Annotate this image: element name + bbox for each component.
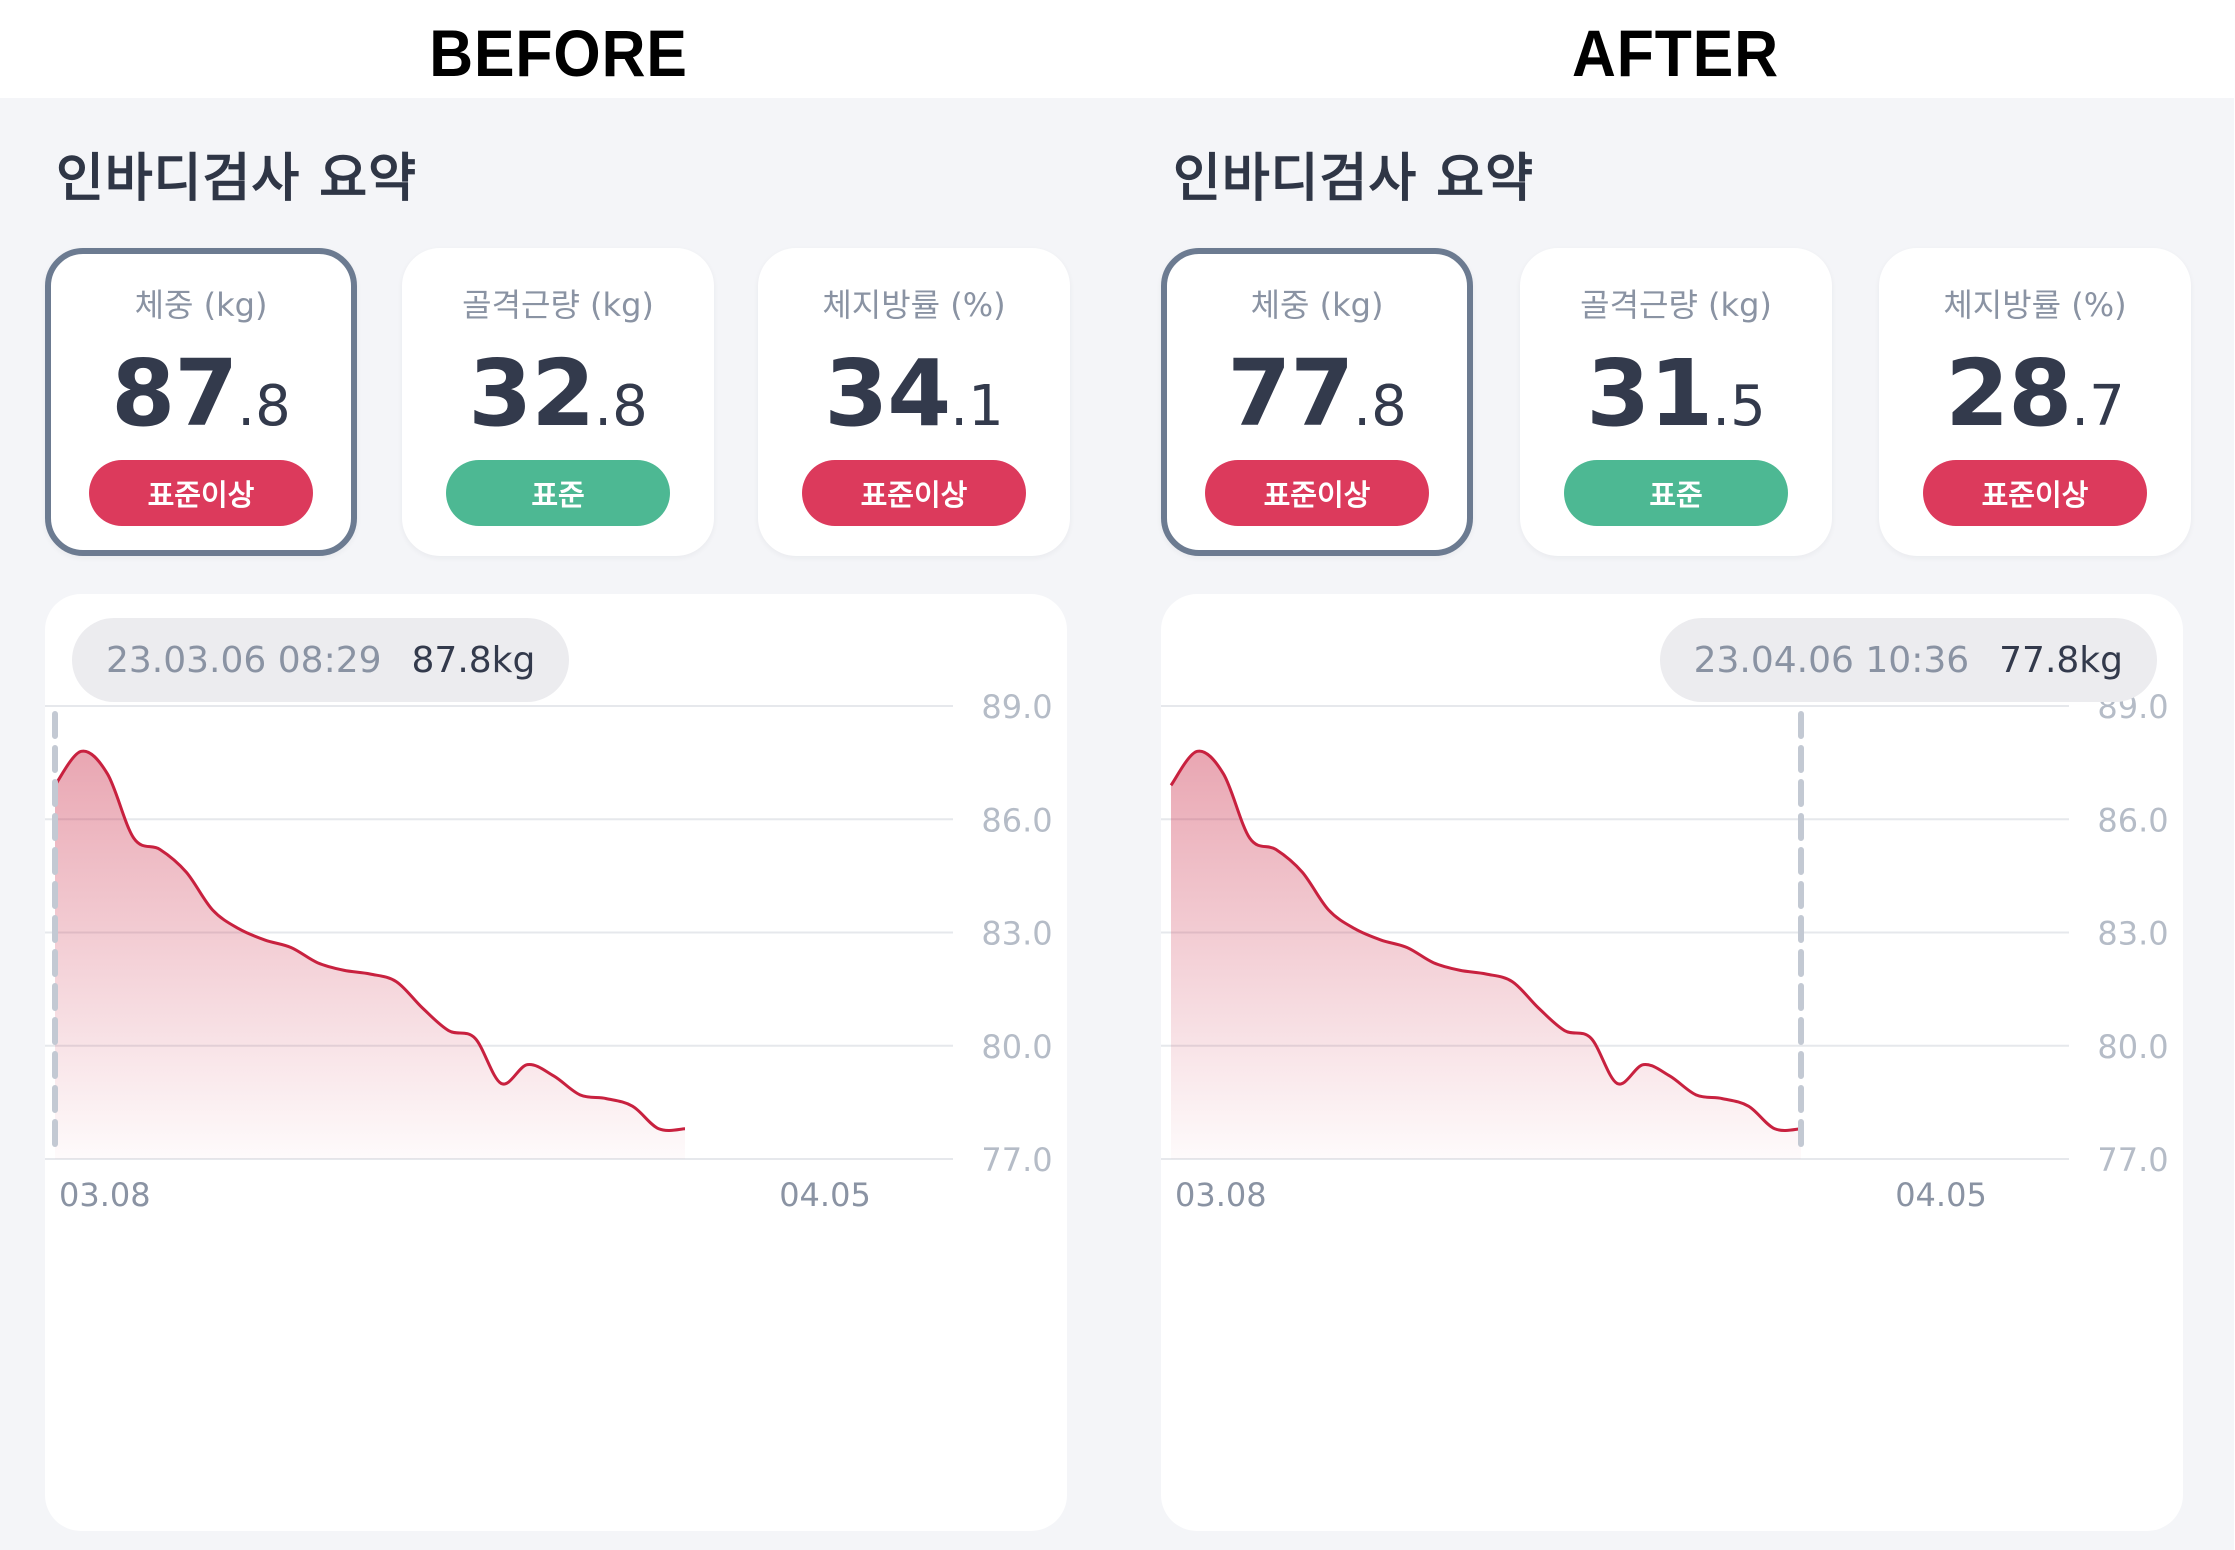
weight-chart[interactable]: 89.086.083.080.077.003.08 04.05 <box>1161 594 2183 1531</box>
chart-tooltip: 23.03.06 08:29 87.8kg <box>72 618 570 702</box>
muscle-label: 골격근량 (kg) <box>1580 286 1772 324</box>
weight-line <box>1169 749 1802 1132</box>
bodyfat-value: 28.7 <box>1945 340 2125 447</box>
x-tick-label: 04.05 <box>1895 1176 1987 1214</box>
muscle-card[interactable]: 골격근량 (kg) 32.8 표준 <box>402 248 714 556</box>
area-fill <box>1171 751 1801 1159</box>
before-panel: 인바디검사 요약 체중 (kg) 87.8 표준이상 골격근량 (kg) 32.… <box>0 98 1117 1550</box>
y-tick-label: 83.0 <box>981 915 1052 953</box>
y-tick-label: 89.0 <box>981 688 1052 726</box>
weight-label: 체중 (kg) <box>134 286 268 324</box>
y-tick-label: 77.0 <box>2097 1141 2168 1179</box>
bodyfat-card[interactable]: 체지방률 (%) 34.1 표준이상 <box>758 248 1070 556</box>
weight-label: 체중 (kg) <box>1250 286 1384 324</box>
summary-title: 인바디검사 요약 <box>1173 149 1534 209</box>
weight-chart[interactable]: 89.0 86.0 83.0 80.0 77.0 03.08 04.05 <box>45 594 1067 1531</box>
muscle-card[interactable]: 골격근량 (kg) 31.5 표준 <box>1520 248 1832 556</box>
chart-tooltip: 23.04.06 10:36 77.8kg <box>1659 618 2157 702</box>
muscle-value: 31.5 <box>1586 340 1766 447</box>
status-badge: 표준이상 <box>1923 460 2147 526</box>
y-tick-label: 86.0 <box>981 801 1052 839</box>
bodyfat-card[interactable]: 체지방률 (%) 28.7 표준이상 <box>1879 248 2191 556</box>
status-badge: 표준이상 <box>802 460 1026 526</box>
weight-value: 87.8 <box>111 340 291 447</box>
after-panel: 인바디검사 요약 체중 (kg) 77.8 표준이상 골격근량 (kg) 31.… <box>1117 98 2234 1550</box>
summary-title: 인바디검사 요약 <box>56 149 417 209</box>
bodyfat-value: 34.1 <box>824 340 1004 447</box>
tooltip-date: 23.04.06 10:36 <box>1693 639 1970 681</box>
weight-chart-card[interactable]: 89.0 86.0 83.0 80.0 77.0 03.08 04.05 23.04.06 … <box>1161 594 2183 1531</box>
y-tick-label: 77.0 <box>981 1141 1052 1179</box>
weight-card[interactable]: 체중 (kg) 87.8 표준이상 <box>45 248 357 556</box>
bodyfat-label: 체지방률 (%) <box>822 286 1006 324</box>
bodyfat-label: 체지방률 (%) <box>1943 286 2127 324</box>
status-badge: 표준이상 <box>1205 460 1429 526</box>
weight-line <box>53 749 686 1132</box>
tooltip-value: 77.8kg <box>1999 639 2123 681</box>
tooltip-value: 87.8kg <box>411 639 536 681</box>
x-tick-label: 04.05 <box>779 1176 871 1214</box>
x-tick-label: 03.08 <box>1175 1176 1267 1214</box>
weight-card[interactable]: 체중 (kg) 77.8 표준이상 <box>1161 248 1473 556</box>
area-fill <box>55 751 685 1159</box>
x-tick-label: 03.08 <box>59 1176 151 1214</box>
muscle-label: 골격근량 (kg) <box>462 286 654 324</box>
weight-chart-card[interactable]: 89.0 86.0 83.0 80.0 77.0 03.08 04.05 23.03.06 … <box>45 594 1067 1531</box>
y-tick-label: 83.0 <box>2097 915 2168 953</box>
weight-value: 77.8 <box>1227 340 1407 447</box>
y-tick-label: 80.0 <box>981 1028 1052 1066</box>
status-badge: 표준이상 <box>89 460 313 526</box>
tooltip-date: 23.03.06 08:29 <box>106 639 382 681</box>
y-tick-label: 80.0 <box>2097 1028 2168 1066</box>
muscle-value: 32.8 <box>468 340 648 447</box>
before-heading: BEFORE <box>429 16 688 90</box>
after-heading: AFTER <box>1572 16 1779 90</box>
status-badge: 표준 <box>1564 460 1788 526</box>
status-badge: 표준 <box>446 460 670 526</box>
y-tick-label: 86.0 <box>2097 801 2168 839</box>
